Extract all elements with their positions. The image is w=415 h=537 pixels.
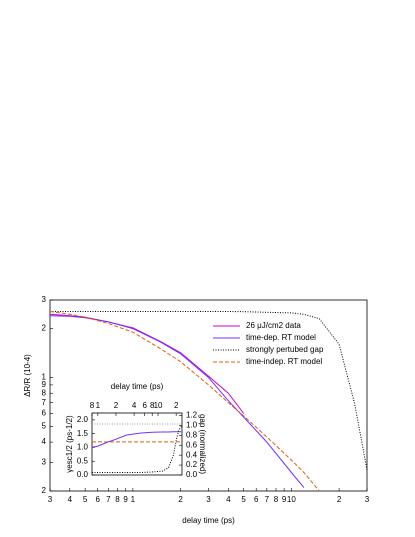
y2-tick-label: 0.4 — [186, 450, 198, 459]
x-tick-label: 6 — [95, 495, 100, 504]
y-tick-label: 0.5 — [77, 456, 89, 465]
x-tick-label: 3 — [365, 495, 370, 504]
y-tick-label: 1 — [42, 373, 47, 382]
y2-tick-label: 1.0 — [186, 421, 198, 430]
x-tick-label: 1 — [96, 401, 101, 410]
y-tick-label: 7 — [42, 398, 47, 407]
series-line — [49, 315, 305, 488]
y-tick-label: 0.0 — [77, 470, 89, 479]
x-tick-label: 2 — [178, 495, 183, 504]
x-tick-label: 8 — [115, 495, 120, 504]
y-tick-label: 3 — [42, 458, 47, 467]
y-axis-label: γesc1/2 (ps-1/2) — [65, 415, 74, 473]
y2-tick-label: 0.0 — [186, 470, 198, 479]
legend-label: 26 μJ/cm2 data — [246, 321, 301, 330]
x-axis-label: delay time (ps) — [111, 382, 164, 391]
y2-tick-label: 0.8 — [186, 430, 198, 439]
x-tick-label: 10 — [154, 401, 163, 410]
x-tick-label: 6 — [254, 495, 259, 504]
x-tick-label: 9 — [282, 495, 287, 504]
legend-label: strongly pertubed gap — [246, 345, 324, 354]
x-tick-label: 7 — [265, 495, 270, 504]
y2-axis-label: gap (normalized) — [198, 414, 207, 474]
y-tick-label: 2 — [42, 486, 47, 495]
x-axis-label: delay time (ps) — [182, 516, 235, 525]
y-tick-label: 2 — [42, 324, 47, 333]
series-line — [91, 431, 182, 448]
x-tick-label: 7 — [106, 495, 111, 504]
legend-label: time-dep. RT model — [246, 333, 316, 342]
x-tick-label: 1 — [131, 495, 136, 504]
x-tick-label: 2 — [337, 495, 342, 504]
x-tick-label: 6 — [142, 401, 147, 410]
x-tick-label: 10 — [287, 495, 296, 504]
y-tick-label: 9 — [42, 380, 47, 389]
legend-label: time-indep. RT model — [246, 357, 322, 366]
series-line — [49, 311, 320, 492]
y2-tick-label: 0.2 — [186, 460, 198, 469]
y-tick-label: 5 — [42, 421, 47, 430]
x-tick-label: 5 — [241, 495, 246, 504]
y2-tick-label: 1.2 — [186, 411, 198, 420]
x-tick-label: 8 — [150, 401, 155, 410]
y-tick-label: 6 — [42, 409, 47, 418]
series-line — [92, 425, 183, 473]
x-tick-label: 9 — [123, 495, 128, 504]
y-tick-label: 1.0 — [77, 443, 89, 452]
y-axis-label: ΔR/R (10-4) — [23, 354, 32, 397]
x-tick-label: 4 — [132, 401, 137, 410]
x-tick-label: 2 — [114, 401, 119, 410]
y-tick-label: 1.5 — [77, 429, 89, 438]
x-tick-label: 8 — [90, 401, 95, 410]
x-tick-label: 4 — [68, 495, 73, 504]
y-tick-label: 2.0 — [77, 415, 89, 424]
x-tick-label: 2 — [174, 401, 179, 410]
x-tick-label: 3 — [48, 495, 53, 504]
y-tick-label: 3 — [42, 295, 47, 304]
x-tick-label: 4 — [226, 495, 231, 504]
x-tick-label: 8 — [274, 495, 279, 504]
series-line — [49, 313, 245, 414]
y-tick-label: 8 — [42, 388, 47, 397]
x-tick-label: 5 — [83, 495, 88, 504]
y2-tick-label: 0.6 — [186, 440, 198, 449]
x-tick-label: 3 — [206, 495, 211, 504]
y-tick-label: 4 — [42, 437, 47, 446]
series-line — [50, 311, 368, 470]
plot-frame — [91, 412, 183, 476]
